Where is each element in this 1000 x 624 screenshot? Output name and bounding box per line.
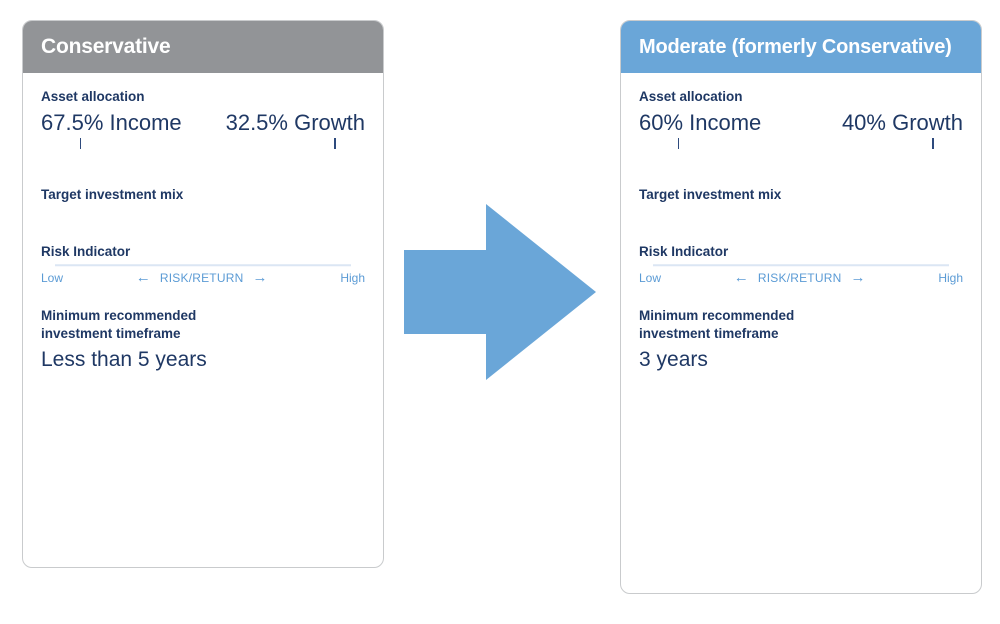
timeframe-section: Minimum recommended investment timeframe… [639,307,963,372]
tick-mark-growth [932,138,934,149]
income-value: 67.5% Income [41,110,182,135]
risk-line [55,264,351,266]
allocation-tick-marks [639,138,963,149]
tick-mark-income [79,138,82,149]
risk-legend: Low ← RISK/RETURN → High [639,270,963,285]
fund-card-conservative: Conservative Asset allocation 67.5% Inco… [22,20,384,568]
growth-value: 32.5% Growth [225,110,365,135]
risk-return-label: RISK/RETURN [757,270,842,285]
allocation-bar [639,149,963,169]
arrow-right-icon: → [850,269,866,286]
risk-high-label: High [938,270,963,285]
card-title: Moderate (formerly Conservative) [639,35,952,58]
asset-allocation-values: 67.5% Income 32.5% Growth [41,110,365,136]
asset-allocation-label: Asset allocation [639,89,743,104]
timeframe-value: 3 years [639,348,708,372]
allocation-tick-marks [41,138,365,149]
arrow-right-icon: → [252,269,268,286]
arrow-left-icon: ← [733,269,749,286]
risk-legend: Low ← RISK/RETURN → High [41,270,365,285]
card-body: Asset allocation 60% Income 40% Growth T… [621,73,981,372]
timeframe-section: Minimum recommended investment timeframe… [41,307,365,372]
card-header: Moderate (formerly Conservative) [621,21,981,73]
risk-line [653,264,949,266]
risk-indicator-label: Risk Indicator [639,244,729,259]
fund-card-moderate: Moderate (formerly Conservative) Asset a… [620,20,982,594]
risk-indicator-label: Risk Indicator [41,244,131,259]
target-mix-label: Target investment mix [41,187,184,202]
asset-allocation-section: Asset allocation 67.5% Income 32.5% Grow… [41,89,365,169]
arrow-shape [404,204,596,380]
risk-return-group: ← RISK/RETURN → [136,270,268,285]
target-mix-bar [639,208,963,228]
risk-low-label: Low [639,270,662,285]
growth-value: 40% Growth [841,110,963,135]
target-mix-section: Target investment mix [639,187,963,228]
target-mix-bar [41,208,365,228]
tick-mark-growth [334,138,336,149]
risk-indicator-section: Risk Indicator Low ← RISK/RETURN → High [639,244,963,285]
timeframe-value: Less than 5 years [41,348,207,372]
right-arrow-icon [404,192,596,392]
target-mix-section: Target investment mix [41,187,365,228]
risk-return-group: ← RISK/RETURN → [734,270,866,285]
risk-low-label: Low [41,270,64,285]
asset-allocation-values: 60% Income 40% Growth [639,110,963,136]
timeframe-label: Minimum recommended investment timeframe [639,308,795,341]
risk-indicator-section: Risk Indicator Low ← RISK/RETURN → High [41,244,365,285]
card-body: Asset allocation 67.5% Income 32.5% Grow… [23,73,383,372]
allocation-bar [41,149,365,169]
timeframe-label: Minimum recommended investment timeframe [41,308,197,341]
risk-return-label: RISK/RETURN [159,270,244,285]
income-value: 60% Income [639,110,762,135]
arrow-left-icon: ← [135,269,151,286]
risk-high-label: High [340,270,365,285]
asset-allocation-label: Asset allocation [41,89,145,104]
asset-allocation-section: Asset allocation 60% Income 40% Growth [639,89,963,169]
card-header: Conservative [23,21,383,73]
card-title: Conservative [41,35,171,58]
tick-mark-income [677,138,680,149]
target-mix-label: Target investment mix [639,187,782,202]
